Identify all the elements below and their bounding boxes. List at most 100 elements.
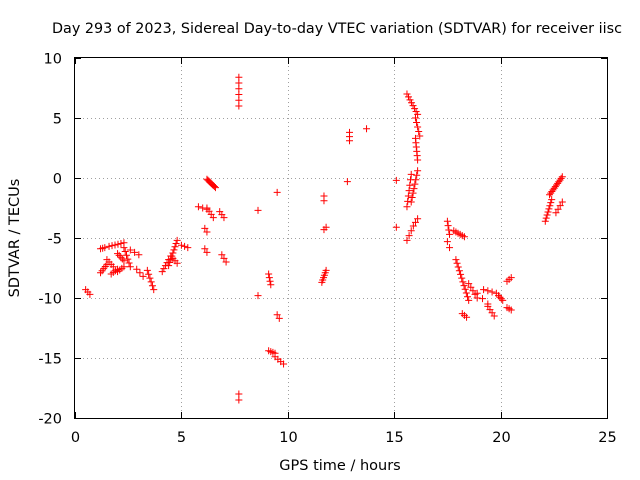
data-point — [413, 119, 421, 126]
data-point — [265, 270, 273, 278]
data-point — [404, 197, 412, 205]
grid-lines — [75, 58, 607, 418]
data-point — [411, 218, 419, 226]
data-point — [488, 288, 496, 296]
data-point — [410, 185, 418, 193]
data-point — [211, 184, 219, 192]
data-point — [411, 114, 419, 122]
y-axis-label: SDTVAR / TECUs — [7, 179, 23, 298]
data-point — [392, 223, 400, 231]
data-point — [275, 314, 283, 322]
data-point — [172, 240, 180, 248]
data-point — [408, 99, 416, 107]
data-point — [545, 205, 553, 213]
data-point — [170, 246, 178, 254]
data-point — [480, 286, 488, 294]
data-point — [220, 214, 228, 222]
data-point — [414, 215, 422, 223]
data-point — [235, 102, 243, 110]
data-point — [133, 265, 141, 273]
data-point — [184, 244, 192, 252]
data-point — [405, 187, 413, 195]
data-point — [413, 171, 421, 179]
data-point — [467, 283, 475, 291]
data-point — [403, 236, 411, 244]
data-point — [548, 196, 556, 204]
data-point — [412, 176, 420, 184]
data-point — [507, 274, 515, 282]
data-point — [416, 132, 424, 140]
y-tick-label: -5 — [48, 232, 62, 248]
data-point — [235, 396, 243, 404]
data-point — [177, 241, 185, 249]
data-point — [473, 289, 481, 297]
data-point — [120, 244, 128, 252]
data-point — [122, 251, 130, 259]
data-point — [479, 295, 487, 303]
data-point — [158, 268, 166, 276]
data-point — [165, 262, 173, 270]
data-point — [203, 248, 211, 256]
y-axis-tick-labels: -20 -15 -10 -5 0 5 10 — [38, 52, 62, 428]
data-point — [443, 217, 451, 225]
data-point — [494, 292, 502, 300]
data-point — [554, 205, 562, 213]
data-point — [210, 183, 218, 191]
data-point — [407, 227, 415, 235]
data-point — [363, 125, 371, 133]
data-point — [404, 93, 412, 101]
data-point — [131, 248, 139, 256]
data-point — [558, 198, 566, 206]
x-tick-label: 0 — [71, 430, 80, 446]
data-point — [465, 280, 473, 288]
plot-area-frame — [74, 57, 608, 419]
data-point — [346, 137, 354, 145]
axis-ticks — [75, 58, 608, 419]
data-point — [111, 241, 119, 249]
chart-title: Day 293 of 2023, Sidereal Day-to-day VTE… — [52, 21, 622, 37]
data-point — [541, 217, 549, 225]
data-point — [194, 203, 202, 211]
data-point — [203, 228, 211, 236]
data-point — [218, 251, 226, 259]
data-point — [266, 277, 274, 285]
data-point — [558, 173, 566, 181]
data-point — [147, 278, 155, 286]
data-point — [120, 263, 128, 271]
data-point — [412, 107, 420, 115]
data-point — [343, 178, 351, 186]
data-point — [414, 123, 422, 131]
data-point — [544, 208, 552, 216]
data-points — [82, 73, 566, 404]
data-point — [121, 247, 129, 255]
data-point — [117, 240, 125, 248]
data-point — [267, 281, 275, 289]
y-tick-label: 5 — [53, 112, 62, 128]
data-point — [160, 265, 168, 273]
data-point — [414, 110, 422, 118]
data-point — [552, 209, 560, 217]
data-point — [460, 282, 468, 290]
data-point — [457, 270, 465, 278]
data-point — [462, 289, 470, 297]
data-point — [403, 203, 411, 211]
data-point — [409, 189, 417, 197]
data-point — [320, 197, 328, 205]
data-point — [392, 176, 400, 184]
data-point — [146, 274, 154, 282]
data-point — [404, 192, 412, 200]
data-point — [254, 206, 262, 214]
data-point — [411, 180, 419, 188]
data-point — [542, 214, 550, 222]
data-point — [120, 257, 128, 265]
data-point — [322, 223, 330, 231]
x-tick-label: 10 — [279, 430, 297, 446]
data-point — [125, 259, 133, 267]
data-point — [126, 263, 134, 271]
data-point — [139, 272, 147, 280]
data-point — [173, 236, 181, 244]
data-point — [446, 230, 454, 238]
data-point — [273, 188, 281, 196]
y-tick-label: -10 — [38, 292, 62, 308]
data-point — [235, 390, 243, 398]
